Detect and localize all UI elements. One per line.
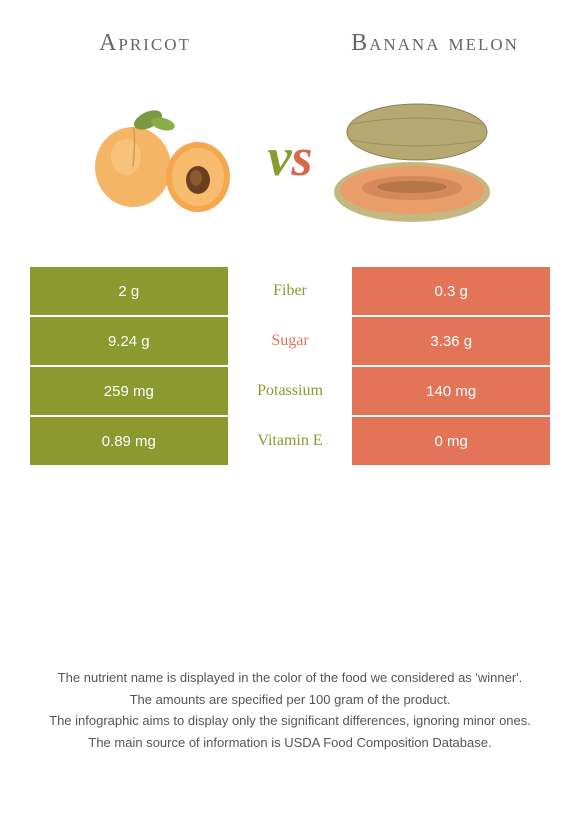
nutrient-label: Potassium [228,367,353,415]
table-row: 0.89 mgVitamin E0 mg [30,417,550,467]
footer-line: The infographic aims to display only the… [30,711,550,731]
footer-notes: The nutrient name is displayed in the co… [0,668,580,754]
left-value: 9.24 g [30,317,228,365]
table-row: 2 gFiber0.3 g [30,267,550,317]
left-value: 259 mg [30,367,228,415]
left-food-title: Apricot [0,30,290,57]
left-value: 0.89 mg [30,417,228,465]
footer-line: The nutrient name is displayed in the co… [30,668,550,688]
right-food-title: Banana melon [290,30,580,57]
nutrient-label: Fiber [228,267,353,315]
header: Apricot Banana melon [0,0,580,67]
right-value: 0.3 g [352,267,550,315]
right-value: 0 mg [352,417,550,465]
right-value: 3.36 g [352,317,550,365]
table-row: 9.24 gSugar3.36 g [30,317,550,367]
footer-line: The amounts are specified per 100 gram o… [30,690,550,710]
melon-image [322,82,502,232]
right-value: 140 mg [352,367,550,415]
left-value: 2 g [30,267,228,315]
table-row: 259 mgPotassium140 mg [30,367,550,417]
apricot-image [78,82,258,232]
nutrient-table: 2 gFiber0.3 g9.24 gSugar3.36 g259 mgPota… [30,267,550,467]
nutrient-label: Sugar [228,317,353,365]
food-images: vs [0,67,580,247]
footer-line: The main source of information is USDA F… [30,733,550,753]
vs-label: vs [268,126,313,188]
nutrient-label: Vitamin E [228,417,353,465]
